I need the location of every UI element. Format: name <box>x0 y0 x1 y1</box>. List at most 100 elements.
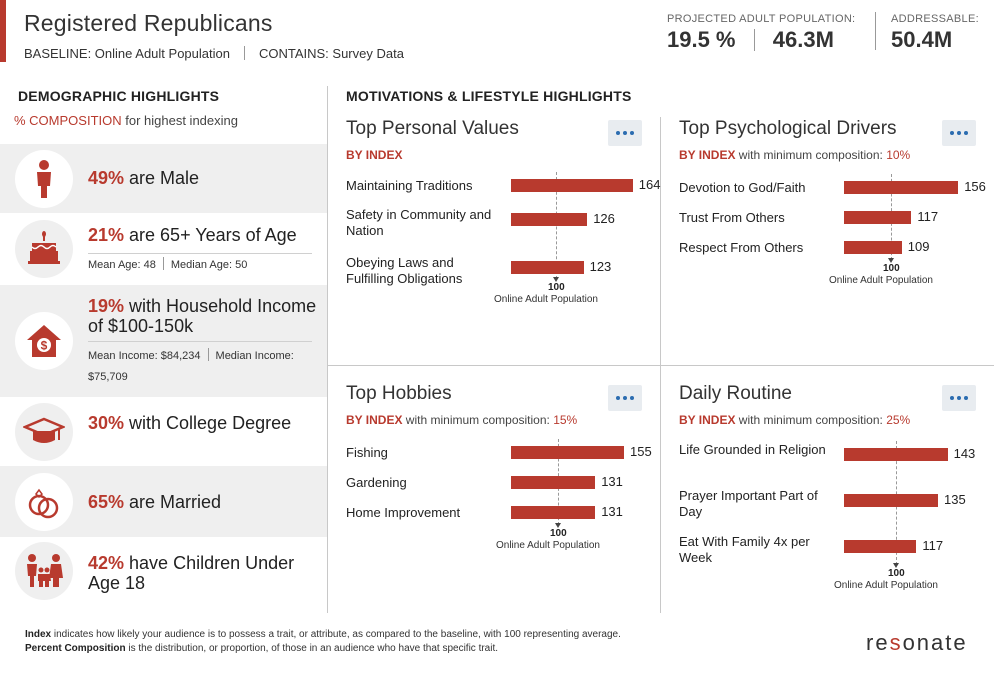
graduation-cap-icon <box>15 403 73 461</box>
index-bar <box>511 506 596 519</box>
min-composition-label: with minimum composition: <box>735 148 887 162</box>
addressable-value: 50.4M <box>891 27 953 52</box>
panel-title: Top Personal Values <box>346 118 519 139</box>
motivations-title: MOTIVATIONS & LIFESTYLE HIGHLIGHTS <box>346 88 632 104</box>
median-income: Median Income: $75,709 <box>88 350 294 383</box>
more-options-button[interactable] <box>942 120 976 146</box>
footer-pc-text: is the distribution, or proportion, of t… <box>125 643 499 654</box>
min-composition-label: with minimum composition: <box>735 413 887 427</box>
index-value: 109 <box>907 239 930 254</box>
more-options-button[interactable] <box>942 385 976 411</box>
stat-divider <box>875 12 876 50</box>
more-options-button[interactable] <box>608 120 642 146</box>
addressable-population: ADDRESSABLE: 50.4M <box>891 13 979 53</box>
index-bar <box>511 446 624 459</box>
index-value: 164 <box>638 177 661 192</box>
meta-divider <box>207 348 209 361</box>
bar-label: Home Improvement <box>346 505 461 520</box>
demo-pct: 65% <box>88 492 125 512</box>
demo-desc: with College Degree <box>124 413 292 433</box>
footer-index-note: Index indicates how likely your audience… <box>25 629 621 640</box>
demo-income-text: 19% with Household Income of $100-150k <box>88 296 320 336</box>
min-composition-value: 25% <box>886 413 911 427</box>
dot-icon <box>957 396 961 400</box>
page-title: Registered Republicans <box>24 10 273 36</box>
demo-children-text: 42% have Children Under Age 18 <box>88 553 320 593</box>
demo-age-meta: Mean Age: 48 Median Age: 50 <box>88 255 314 276</box>
demo-divider <box>88 253 312 254</box>
dot-icon <box>630 131 634 135</box>
index-bar <box>844 181 959 194</box>
panel-title: Daily Routine <box>679 383 792 404</box>
index-value: 155 <box>630 444 652 459</box>
index-value: 123 <box>589 259 612 274</box>
bar-label: Fishing <box>346 445 388 460</box>
demo-pct: 21% <box>88 225 125 245</box>
reference-baseline-label: Online Adult Population <box>834 580 938 591</box>
index-bar <box>844 211 912 224</box>
reference-baseline-label: Online Adult Population <box>829 275 933 286</box>
index-bar <box>511 261 584 274</box>
by-index-label: BY INDEX <box>679 413 736 427</box>
index-bar <box>844 494 938 507</box>
demo-male-text: 49% are Male <box>88 168 320 188</box>
dot-icon <box>957 131 961 135</box>
bar-label: Obeying Laws and Fulfilling Obligations <box>346 255 463 286</box>
panel-subtitle: BY INDEX with minimum composition: 15% <box>346 413 577 427</box>
reference-arrow-icon <box>553 277 559 282</box>
demo-divider <box>88 341 312 342</box>
panel-title: Top Hobbies <box>346 383 452 404</box>
reference-100-label: 100 <box>888 568 905 579</box>
demo-married-text: 65% are Married <box>88 492 320 512</box>
dot-icon <box>950 131 954 135</box>
reference-100-label: 100 <box>550 528 567 539</box>
demo-row-income: $ 19% with Household Income of $100-150k… <box>0 285 327 397</box>
projected-divider <box>753 29 755 51</box>
column-divider <box>327 86 328 613</box>
baseline-label: BASELINE: Online Adult Population <box>24 46 230 61</box>
demo-age-text: 21% are 65+ Years of Age <box>88 225 320 245</box>
panel-top-personal-values: Top Personal Values BY INDEX Maintaining T… <box>346 118 661 358</box>
contains-label: CONTAINS: Survey Data <box>258 46 404 61</box>
addressable-label: ADDRESSABLE: <box>891 13 979 25</box>
family-icon <box>15 542 73 600</box>
demo-college-text: 30% with College Degree <box>88 413 320 433</box>
panel-subtitle: BY INDEX <box>346 148 402 162</box>
index-bar <box>844 540 917 553</box>
index-bar <box>511 179 633 192</box>
more-options-button[interactable] <box>608 385 642 411</box>
min-composition-label: with minimum composition: <box>402 413 554 427</box>
mean-age: Mean Age: 48 <box>88 259 156 271</box>
composition-label: % COMPOSITION <box>14 113 122 128</box>
header-accent-bar <box>0 0 6 62</box>
demo-row-college: 30% with College Degree <box>0 397 327 466</box>
demo-income-meta: Mean Income: $84,234 Median Income: $75,7… <box>88 346 314 388</box>
bar-label: Safety in Community and Nation <box>346 207 492 238</box>
median-age: Median Age: 50 <box>170 259 248 271</box>
by-index-label: BY INDEX <box>679 148 736 162</box>
demographics-title: DEMOGRAPHIC HIGHLIGHTS <box>18 88 220 104</box>
dot-icon <box>623 131 627 135</box>
demo-pct: 19% <box>88 296 125 316</box>
demo-row-age: 21% are 65+ Years of Age Mean Age: 48 Med… <box>0 213 327 285</box>
bar-label: Trust From Others <box>679 210 785 225</box>
index-value: 117 <box>922 538 944 553</box>
demo-desc: have Children Under Age 18 <box>88 553 295 593</box>
min-composition-value: 15% <box>553 413 578 427</box>
resonate-logo: resonate <box>866 630 968 655</box>
demo-pct: 49% <box>88 168 125 188</box>
panel-row-divider <box>328 365 994 366</box>
reference-arrow-icon <box>555 523 561 528</box>
index-value: 131 <box>601 474 623 489</box>
demo-row-male: 49% are Male <box>0 144 327 213</box>
reference-arrow-icon <box>888 258 894 263</box>
header: Registered Republicans BASELINE: Online … <box>0 0 994 66</box>
bar-label: Eat With Family 4x per Week <box>679 534 810 565</box>
demo-row-children: 42% have Children Under Age 18 <box>0 537 327 613</box>
header-subline: BASELINE: Online Adult Population CONTAIN… <box>24 46 404 61</box>
panel-divider-top <box>660 117 661 365</box>
reference-100-label: 100 <box>548 282 565 293</box>
reference-100-label: 100 <box>883 263 900 274</box>
person-icon <box>15 150 73 208</box>
panel-top-hobbies: Top Hobbies BY INDEX with minimum composi… <box>346 383 652 623</box>
